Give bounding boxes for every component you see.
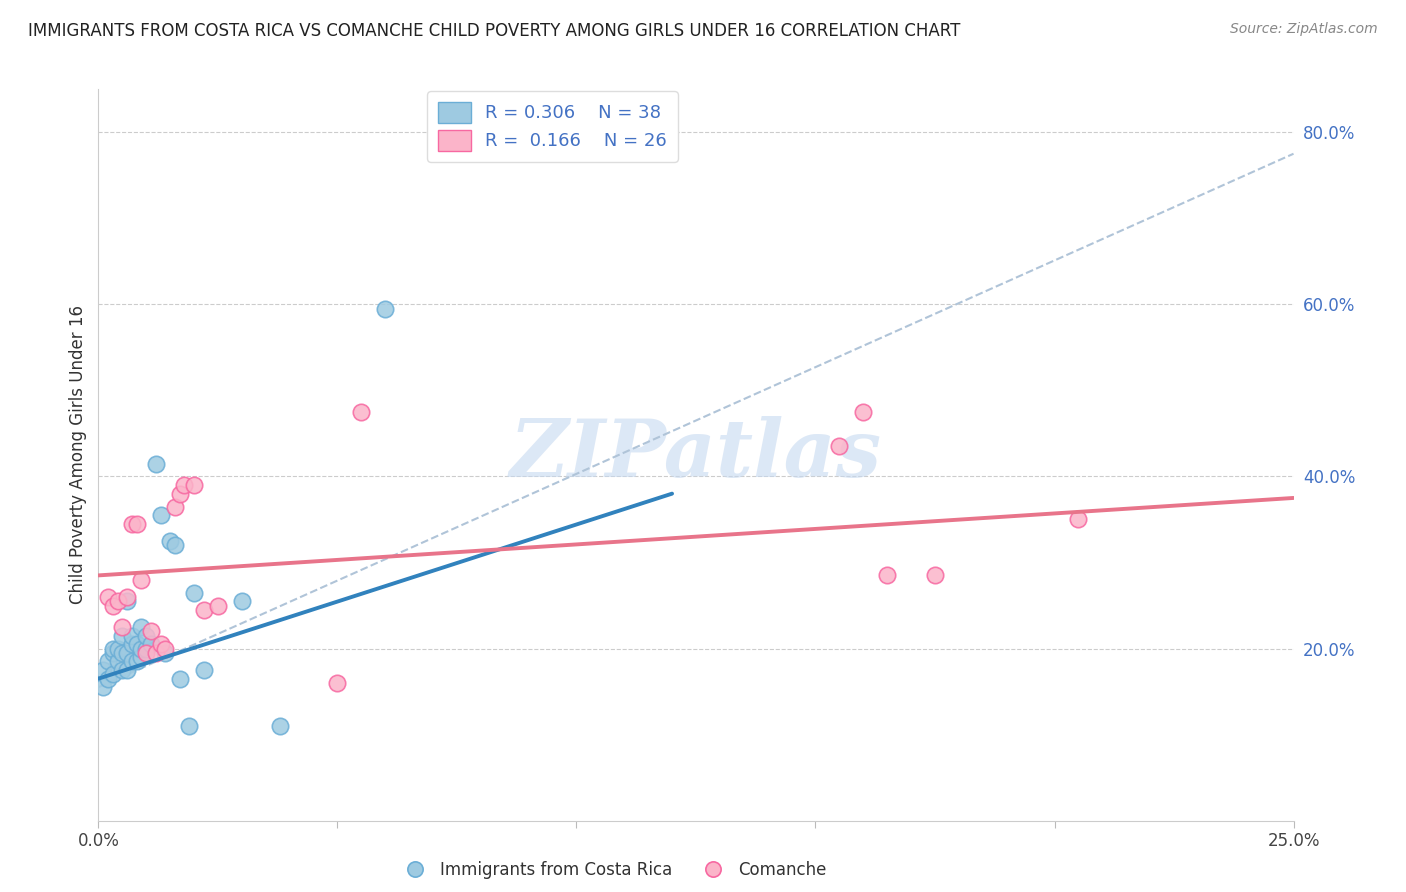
Point (135, 629, 157, 643)
Point (101, 641, 124, 656)
Legend: Immigrants from Costa Rica, Comanche: Immigrants from Costa Rica, Comanche (391, 855, 834, 886)
Point (121, 629, 143, 643)
Point (145, 457, 167, 471)
Point (1067, 512, 1090, 526)
Point (145, 646, 167, 660)
Point (107, 641, 129, 656)
Point (111, 629, 134, 643)
Point (163, 538, 186, 552)
Point (115, 594, 138, 608)
Point (852, 405, 875, 419)
Point (107, 594, 129, 608)
Point (269, 719, 291, 733)
Point (326, 676, 349, 690)
Point (149, 637, 172, 651)
Point (115, 663, 138, 677)
Point (924, 568, 946, 582)
Point (111, 646, 134, 660)
Point (876, 568, 898, 582)
Point (97, 590, 120, 604)
Point (115, 590, 138, 604)
Point (179, 719, 201, 733)
Point (131, 573, 153, 587)
Point (135, 641, 157, 656)
Point (193, 603, 215, 617)
Point (173, 478, 195, 492)
Point (111, 620, 134, 634)
Point (169, 672, 191, 686)
Point (155, 641, 177, 656)
Point (125, 516, 148, 531)
Point (121, 516, 143, 531)
Point (131, 650, 153, 665)
Point (121, 637, 143, 651)
Point (131, 641, 153, 656)
Point (91, 663, 114, 677)
Point (139, 624, 162, 639)
Point (139, 637, 162, 651)
Point (107, 655, 129, 669)
Text: Source: ZipAtlas.com: Source: ZipAtlas.com (1230, 22, 1378, 37)
Point (163, 500, 186, 514)
Point (231, 594, 253, 608)
Point (149, 508, 172, 523)
Text: IMMIGRANTS FROM COSTA RICA VS COMANCHE CHILD POVERTY AMONG GIRLS UNDER 16 CORREL: IMMIGRANTS FROM COSTA RICA VS COMANCHE C… (28, 22, 960, 40)
Point (183, 478, 205, 492)
Point (131, 620, 153, 634)
Point (115, 646, 138, 660)
Point (125, 655, 148, 669)
Point (169, 486, 191, 500)
Point (135, 646, 157, 660)
Point (97, 655, 120, 669)
Point (155, 646, 177, 660)
Point (101, 599, 124, 613)
Text: ZIPatlas: ZIPatlas (510, 417, 882, 493)
Point (193, 663, 215, 677)
Point (828, 439, 851, 453)
Point (121, 655, 143, 669)
Point (125, 637, 148, 651)
Point (350, 405, 373, 419)
Point (159, 533, 181, 548)
Point (183, 585, 205, 599)
Point (111, 663, 134, 677)
Point (101, 667, 124, 681)
Point (91, 680, 114, 694)
Point (97, 672, 120, 686)
Y-axis label: Child Poverty Among Girls Under 16: Child Poverty Among Girls Under 16 (69, 305, 87, 605)
Point (207, 599, 229, 613)
Point (374, 301, 396, 316)
Point (101, 646, 124, 660)
